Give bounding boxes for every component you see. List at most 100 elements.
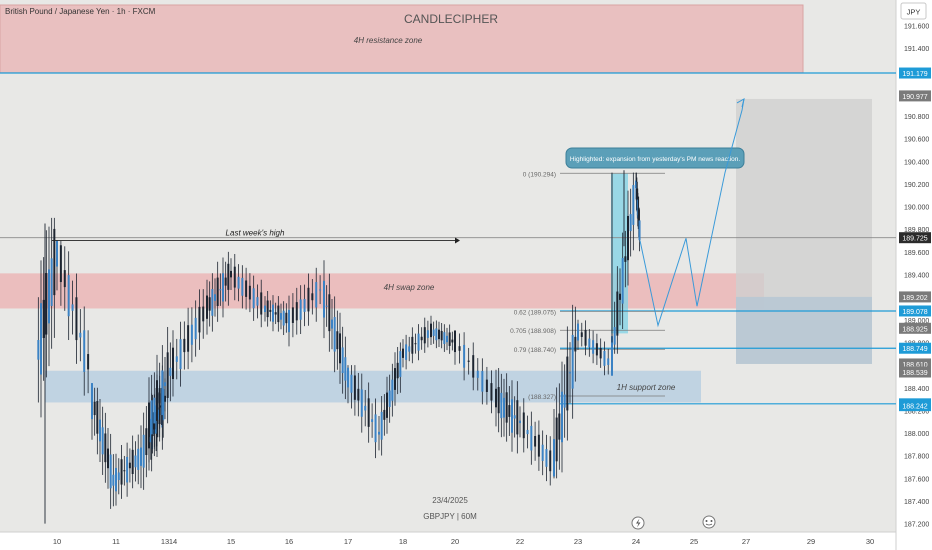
candle-body (511, 399, 513, 433)
candle-body (325, 305, 328, 307)
candle-body (319, 289, 322, 291)
candle-body (516, 400, 519, 435)
x-tick-label: 15 (227, 537, 235, 546)
candle-body (440, 330, 443, 341)
candle-body (219, 289, 222, 291)
candle-body (443, 332, 446, 344)
price-badge-label: 188.925 (902, 326, 927, 333)
candle-body (386, 392, 388, 418)
candle-body (323, 280, 325, 318)
candle-body (291, 307, 294, 323)
candle-body (383, 409, 386, 420)
candle-body (580, 332, 583, 337)
candle-body (603, 350, 606, 366)
candle-body (454, 330, 456, 353)
y-tick-label: 187.200 (904, 522, 929, 529)
candle-body (530, 425, 533, 451)
candle-body (336, 331, 339, 350)
candle-body (248, 285, 251, 300)
candle-body (347, 367, 349, 388)
candle-body (288, 309, 290, 333)
y-tick-label: 190.400 (904, 159, 929, 166)
candle-body (222, 273, 224, 302)
y-tick-label: 189.600 (904, 250, 929, 257)
candle-body (214, 294, 216, 301)
candle-body (396, 362, 399, 379)
candle-body (584, 329, 587, 346)
candle-body (183, 338, 186, 353)
calendar-events-icon[interactable] (702, 515, 716, 529)
candle-body (245, 280, 248, 297)
candle-body (256, 297, 259, 306)
y-tick-label: 190.200 (904, 182, 929, 189)
candle-body (638, 220, 641, 241)
y-tick-label: 188.400 (904, 386, 929, 393)
candle-body (206, 295, 208, 319)
price-badge-label: 189.078 (902, 309, 927, 316)
candle-body (40, 303, 42, 375)
candle-body (169, 367, 172, 376)
candle-body (637, 207, 640, 227)
price-badge (899, 291, 931, 303)
candle-body (190, 324, 193, 345)
fib-label: 0.705 (188.908) (510, 328, 556, 335)
footer-date: 23/4/2025 (432, 496, 468, 505)
candle-body (611, 336, 613, 376)
price-badge (899, 232, 931, 244)
lightning-icon[interactable] (631, 516, 645, 530)
highlight-callout-text: Highlighted: expansion from yesterday's … (570, 156, 741, 163)
candle-body (374, 414, 377, 443)
candle-body (526, 429, 529, 435)
candle-body (490, 383, 493, 401)
last-week-high-label: Last week's high (226, 229, 285, 238)
x-tick-label: 11 (112, 537, 120, 546)
price-badge-label: 191.179 (902, 71, 927, 78)
watermark-title: CANDLECIPHER (404, 12, 498, 26)
candle-body (148, 402, 150, 438)
price-badge-label: 188.242 (902, 404, 927, 411)
footer-pair-timeframe: GBPJPY | 60M (423, 512, 477, 521)
candle-body (112, 474, 115, 486)
candle-body (233, 266, 236, 288)
candle-body (194, 317, 197, 340)
candle-body (63, 270, 66, 288)
currency-box[interactable] (900, 2, 927, 20)
candle-body (508, 405, 511, 417)
candle-body (545, 449, 548, 467)
candle-body (399, 351, 402, 377)
candle-body (357, 388, 360, 401)
candle-body (156, 380, 158, 421)
price-axis-background (896, 0, 932, 532)
candle-body (137, 448, 140, 470)
candle-body (350, 374, 353, 393)
candle-body (269, 309, 272, 312)
x-tick-label: 27 (742, 537, 750, 546)
candle-body (463, 344, 466, 368)
candle-body (636, 199, 639, 216)
candle-body (71, 304, 74, 311)
candle-body (522, 412, 525, 439)
candle-body (481, 371, 484, 392)
candle-body (561, 391, 563, 443)
price-badge-label: 189.725 (902, 236, 927, 243)
candle-body (115, 467, 117, 492)
y-tick-label: 188.000 (904, 431, 929, 438)
highlight-callout (565, 147, 745, 169)
candle-body (423, 327, 426, 344)
candle-body (145, 428, 148, 456)
candle-body (260, 292, 263, 315)
candle-body (411, 336, 414, 354)
candle-body (497, 387, 500, 414)
candle-body (140, 447, 142, 466)
candle-body (344, 357, 347, 381)
price-badge (899, 358, 931, 370)
candle-body (420, 336, 423, 341)
candle-body (566, 356, 569, 411)
candle-body (503, 397, 505, 418)
candle-body (237, 276, 240, 289)
candle-body (211, 289, 214, 316)
candle-body (632, 185, 635, 225)
candle-body (277, 305, 280, 323)
candle-body (328, 294, 331, 332)
